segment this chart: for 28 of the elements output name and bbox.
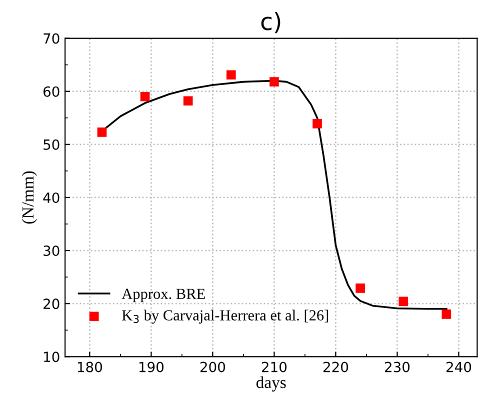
x-tick-label: 200	[200, 362, 226, 372]
x-tick-label: 240	[446, 362, 472, 372]
legend-label: Approx. BRE	[122, 288, 205, 302]
point	[226, 70, 236, 80]
point	[97, 128, 107, 137]
point	[140, 92, 150, 102]
y-tick-label: 30	[44, 246, 60, 256]
chart-title: c)	[261, 12, 280, 34]
y-tick-label: 50	[44, 139, 60, 150]
y-tick-label: 60	[44, 86, 60, 97]
x-tick-label: 220	[323, 362, 348, 372]
point	[442, 310, 452, 319]
point	[312, 119, 322, 128]
point	[398, 296, 408, 306]
x-tick-label: 190	[139, 362, 164, 372]
point	[183, 96, 193, 106]
y-axis-title: (N/mm)	[22, 171, 37, 224]
legend-label: K$_{3}$ by Carvajal-Herrera et al. [26]	[122, 310, 328, 324]
x-tick-label: 210	[262, 362, 287, 372]
x-tick-label: 180	[78, 362, 102, 372]
point	[356, 284, 365, 293]
y-tick-label: 40	[43, 192, 60, 203]
x-tick-label: 230	[384, 362, 410, 372]
y-tick-label: 20	[44, 298, 60, 310]
point	[270, 77, 279, 86]
y-tick-label: 70	[44, 33, 60, 44]
x-axis-title: days	[256, 376, 286, 392]
y-tick-label: 10	[44, 352, 60, 362]
